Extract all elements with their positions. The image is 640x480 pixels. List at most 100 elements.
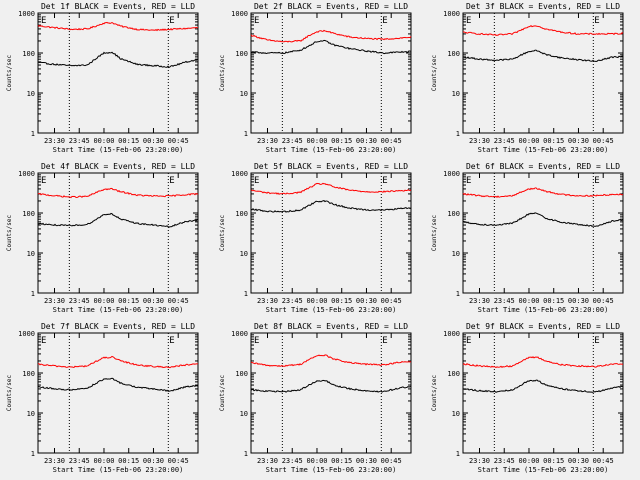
y-tick-label: 1000 [443,10,460,18]
lld-series-line [37,355,199,369]
y-tick-label: 1000 [18,170,35,178]
y-tick-label: 100 [22,50,35,58]
y-axis-label: Counts/sec [6,215,13,252]
x-tick-label: 23:30 [257,137,278,145]
lld-series-line [37,187,199,199]
lld-series-line [37,21,199,32]
x-tick-label: 00:30 [356,297,377,305]
event-marker: E [41,176,46,186]
x-tick-label: 00:15 [118,457,139,465]
chart-title: Det 6f BLACK = Events, RED = LLD [466,162,620,171]
x-tick-label: 00:00 [306,137,327,145]
y-tick-label: 1000 [18,10,35,18]
x-tick-label: 00:45 [168,457,189,465]
x-tick-label: 00:30 [356,137,377,145]
x-tick-label: 00:00 [93,457,114,465]
x-tick-label: 00:15 [543,137,564,145]
events-series-line [37,212,199,228]
x-tick-label: 00:45 [381,457,402,465]
chart-panel-3: Det 3f BLACK = Events, RED = LLD 1 10 100 10… [431,2,624,154]
y-axis-label: Counts/sec [219,375,226,412]
chart-title: Det 8f BLACK = Events, RED = LLD [254,322,408,331]
event-marker: E [594,176,599,186]
chart-title: Det 3f BLACK = Events, RED = LLD [466,2,620,11]
event-marker: E [382,176,387,186]
x-tick-label: 00:15 [543,297,564,305]
events-series-line [37,51,199,69]
x-tick-label: 23:45 [282,457,303,465]
y-tick-label: 100 [447,50,460,58]
lld-series-line [462,356,624,369]
events-series-line [462,212,624,228]
y-tick-label: 1 [456,130,460,138]
x-tick-label: 00:45 [593,137,614,145]
y-tick-label: 100 [235,210,248,218]
y-tick-label: 1000 [231,10,248,18]
events-series-line [250,379,412,393]
y-tick-label: 1 [31,450,35,458]
y-axis-label: Counts/sec [431,55,438,92]
events-series-line [462,49,624,63]
chart-panel-1: Det 1f BLACK = Events, RED = LLD 1 10 100 10… [6,2,199,154]
x-tick-label: 00:00 [306,297,327,305]
lld-series-line [250,29,412,43]
y-tick-label: 100 [22,210,35,218]
y-tick-label: 1 [31,290,35,298]
event-marker: E [382,336,387,346]
x-tick-label: 23:45 [494,297,515,305]
y-tick-label: 10 [240,410,248,418]
y-tick-label: 1 [244,450,248,458]
chart-title: Det 4f BLACK = Events, RED = LLD [41,162,195,171]
plot-frame [37,332,199,454]
lld-series-line [462,187,624,198]
x-tick-label: 23:30 [44,457,65,465]
x-tick-label: 23:30 [469,457,490,465]
events-series-line [250,200,412,213]
chart-panel-2: Det 2f BLACK = Events, RED = LLD 1 10 100 10… [219,2,412,154]
y-tick-label: 10 [27,410,35,418]
y-tick-label: 10 [27,250,35,258]
x-axis-label: Start Time (15-Feb-06 23:20:00) [53,306,184,314]
y-tick-label: 1000 [443,170,460,178]
y-tick-label: 10 [452,90,460,98]
x-tick-label: 00:15 [543,457,564,465]
lld-series-line [250,182,412,195]
y-tick-label: 1000 [231,330,248,338]
x-tick-label: 00:00 [93,297,114,305]
y-tick-label: 1 [244,290,248,298]
y-tick-label: 100 [447,370,460,378]
x-tick-label: 23:30 [257,457,278,465]
y-tick-label: 100 [22,370,35,378]
y-tick-label: 100 [235,370,248,378]
y-tick-label: 1000 [231,170,248,178]
x-tick-label: 00:00 [518,457,539,465]
y-axis-label: Counts/sec [6,375,13,412]
x-tick-label: 00:30 [143,137,164,145]
plot-frame [250,12,412,134]
y-tick-label: 100 [447,210,460,218]
event-marker: E [254,336,259,346]
x-tick-label: 23:45 [494,457,515,465]
chart-panel-7: Det 7f BLACK = Events, RED = LLD 1 10 100 10… [6,322,199,474]
y-tick-label: 1 [31,130,35,138]
x-tick-label: 23:30 [257,297,278,305]
y-axis-label: Counts/sec [431,375,438,412]
chart-title: Det 9f BLACK = Events, RED = LLD [466,322,620,331]
x-tick-label: 00:45 [381,297,402,305]
chart-title: Det 5f BLACK = Events, RED = LLD [254,162,408,171]
y-axis-label: Counts/sec [219,55,226,92]
plot-frame [462,332,624,454]
chart-panel-5: Det 5f BLACK = Events, RED = LLD 1 10 100 10… [219,162,412,314]
y-tick-label: 1 [456,290,460,298]
plot-frame [37,12,199,134]
x-tick-label: 00:15 [118,297,139,305]
x-tick-label: 00:45 [593,457,614,465]
x-tick-label: 00:30 [568,137,589,145]
x-axis-label: Start Time (15-Feb-06 23:20:00) [478,306,609,314]
event-marker: E [466,16,471,26]
x-tick-label: 00:30 [356,457,377,465]
x-tick-label: 00:15 [331,137,352,145]
event-marker: E [466,176,471,186]
event-marker: E [169,336,174,346]
